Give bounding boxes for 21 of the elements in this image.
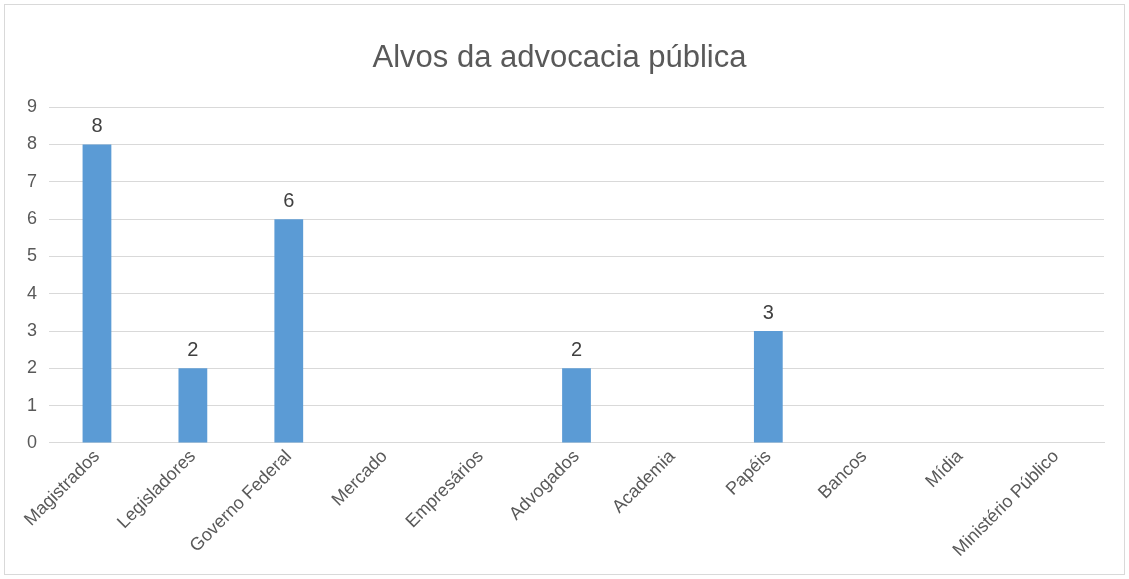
y-tick-label: 8 [27, 133, 38, 154]
bar [753, 331, 783, 443]
bar [178, 368, 208, 443]
y-tick-label: 6 [27, 208, 38, 229]
data-label: 8 [91, 114, 103, 137]
y-tick-label: 4 [27, 282, 38, 303]
data-label: 2 [570, 337, 583, 360]
bar [82, 144, 112, 443]
y-tick-label: 5 [27, 245, 38, 266]
y-tick-label: 2 [27, 357, 38, 378]
y-tick-label: 7 [27, 170, 38, 191]
chart-title: Alvos da advocacia pública [372, 39, 748, 75]
y-tick-label: 3 [27, 320, 38, 341]
y-tick-label: 0 [27, 431, 38, 452]
y-tick-label: 1 [27, 394, 38, 415]
y-tick-label: 9 [27, 96, 38, 117]
data-label: 3 [762, 300, 774, 323]
data-label: 6 [283, 188, 295, 211]
bar [562, 368, 591, 443]
bar [274, 219, 304, 443]
data-label: 2 [187, 337, 199, 360]
